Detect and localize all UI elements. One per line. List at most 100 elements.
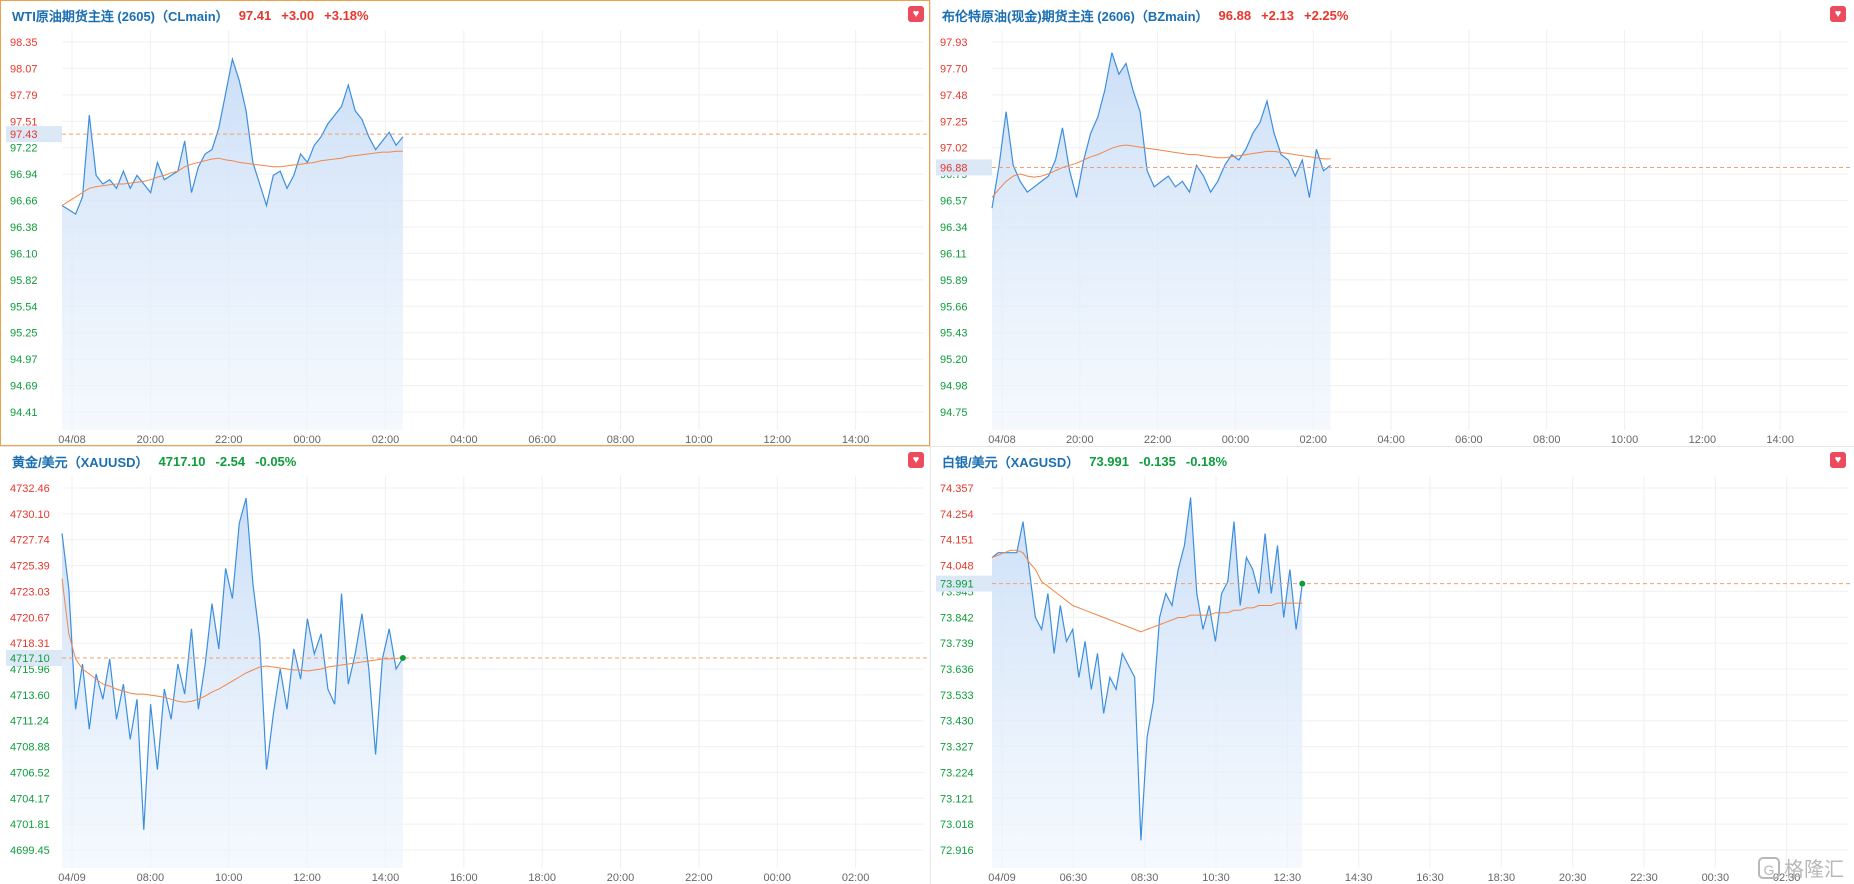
price-area bbox=[992, 497, 1303, 868]
y-tick-label: 97.79 bbox=[10, 90, 38, 102]
y-tick-label: 4718.31 bbox=[10, 638, 50, 650]
percent-change: -0.05% bbox=[255, 454, 297, 469]
current-price-tag: 97.43 bbox=[10, 129, 38, 141]
watermark-logo: G 格隆汇 bbox=[1758, 853, 1844, 882]
x-tick-label: 08:00 bbox=[1533, 434, 1561, 446]
instrument-name[interactable]: 白银/美元（XAGUSD） bbox=[942, 455, 1080, 470]
y-tick-label: 4699.45 bbox=[10, 845, 50, 857]
current-price-tag-bg bbox=[6, 649, 62, 666]
price-chart-gold[interactable]: 04/09 08:00 10:00 12:00 14:00 16:00 18:00 20:00… bbox=[0, 446, 930, 884]
x-tick-label: 04/08 bbox=[988, 434, 1016, 446]
y-tick-label: 96.11 bbox=[940, 248, 967, 260]
y-tick-label: 73.018 bbox=[940, 819, 974, 831]
y-tick-label: 4732.46 bbox=[10, 483, 50, 495]
average-line bbox=[61, 150, 403, 206]
price-chart-silver[interactable]: 04/09 06:30 08:30 10:30 12:30 14:30 16:30 18:30… bbox=[930, 446, 1854, 884]
current-price-tag-bg bbox=[6, 126, 62, 143]
x-tick-label: 18:30 bbox=[1488, 872, 1516, 884]
panel-header: 黄金/美元（XAUUSD） 4717.10 -2.54 -0.05% bbox=[12, 452, 296, 471]
x-tick-label: 20:00 bbox=[607, 872, 635, 884]
x-tick-label: 14:00 bbox=[842, 434, 870, 446]
chart-panel-silver[interactable]: 白银/美元（XAGUSD） 73.991 -0.135 -0.18% ♥ 04/… bbox=[930, 446, 1854, 884]
price-chart-wti[interactable]: 04/08 20:00 22:00 00:00 02:00 04:00 06:00 08:00… bbox=[0, 0, 930, 446]
last-price: 97.41 bbox=[238, 8, 272, 23]
last-price: 4717.10 bbox=[158, 454, 206, 469]
x-tick-label: 08:00 bbox=[137, 872, 165, 884]
y-tick-label: 4720.67 bbox=[10, 612, 50, 624]
y-tick-label: 97.22 bbox=[10, 143, 38, 155]
x-tick-label: 06:00 bbox=[1455, 434, 1483, 446]
x-tick-label: 22:00 bbox=[1144, 434, 1172, 446]
price-line bbox=[61, 56, 404, 215]
x-tick-label: 04/09 bbox=[58, 872, 86, 884]
chart-panel-brent[interactable]: 布伦特原油(现金)期货主连 (2606)（BZmain） 96.88 +2.13… bbox=[930, 0, 1854, 446]
instrument-name[interactable]: 黄金/美元（XAUUSD） bbox=[12, 455, 149, 470]
price-change: +2.13 bbox=[1261, 8, 1294, 23]
current-price-tag-bg bbox=[936, 575, 992, 592]
y-tick-label: 73.842 bbox=[940, 612, 974, 624]
price-chart-brent[interactable]: 04/08 20:00 22:00 00:00 02:00 04:00 06:00 08:00… bbox=[930, 0, 1854, 446]
x-tick-label: 12:00 bbox=[764, 434, 792, 446]
y-tick-label: 73.533 bbox=[940, 690, 974, 702]
price-change: -2.54 bbox=[215, 454, 246, 469]
price-line bbox=[991, 52, 1331, 209]
last-point-marker bbox=[399, 654, 406, 661]
current-price-tag-bg bbox=[936, 159, 992, 176]
x-tick-label: 22:30 bbox=[1630, 872, 1658, 884]
y-tick-label: 98.07 bbox=[10, 63, 38, 75]
y-tick-label: 96.38 bbox=[10, 222, 38, 234]
x-tick-label: 20:00 bbox=[137, 434, 165, 446]
last-price: 96.88 bbox=[1218, 8, 1252, 23]
x-tick-label: 00:30 bbox=[1702, 872, 1730, 884]
y-tick-label: 97.70 bbox=[940, 63, 968, 75]
x-tick-label: 04:00 bbox=[450, 434, 478, 446]
y-tick-label: 95.89 bbox=[940, 275, 968, 287]
y-tick-label: 4715.96 bbox=[10, 664, 50, 676]
x-tick-label: 20:30 bbox=[1559, 872, 1587, 884]
heart-icon[interactable]: ♥ bbox=[1830, 452, 1846, 468]
y-tick-label: 95.54 bbox=[10, 301, 38, 313]
instrument-name[interactable]: WTI原油期货主连 (2605)（CLmain） bbox=[12, 9, 229, 24]
heart-icon[interactable]: ♥ bbox=[1830, 6, 1846, 22]
chart-panel-wti[interactable]: WTI原油期货主连 (2605)（CLmain） 97.41 +3.00 +3.… bbox=[0, 0, 930, 446]
x-tick-label: 00:00 bbox=[293, 434, 321, 446]
last-price: 73.991 bbox=[1089, 454, 1129, 469]
y-tick-label: 4713.60 bbox=[10, 690, 50, 702]
watermark-icon: G bbox=[1758, 856, 1780, 879]
x-tick-label: 02:00 bbox=[372, 434, 400, 446]
y-tick-label: 74.254 bbox=[940, 509, 974, 521]
y-tick-label: 94.75 bbox=[940, 407, 968, 419]
x-tick-label: 10:00 bbox=[215, 872, 243, 884]
y-tick-label: 97.02 bbox=[940, 143, 968, 155]
current-price-tag: 4717.10 bbox=[10, 653, 50, 665]
average-line bbox=[991, 144, 1331, 198]
y-tick-label: 97.93 bbox=[940, 37, 968, 49]
x-tick-label: 10:00 bbox=[685, 434, 713, 446]
y-tick-label: 4730.10 bbox=[10, 509, 50, 521]
x-tick-label: 14:00 bbox=[372, 872, 400, 884]
x-tick-label: 04:00 bbox=[1377, 434, 1405, 446]
heart-icon[interactable]: ♥ bbox=[908, 6, 924, 22]
x-tick-label: 16:00 bbox=[450, 872, 478, 884]
x-tick-label: 12:30 bbox=[1274, 872, 1302, 884]
heart-icon[interactable]: ♥ bbox=[908, 452, 924, 468]
y-tick-label: 94.97 bbox=[10, 354, 38, 366]
x-tick-label: 04/08 bbox=[58, 434, 86, 446]
x-tick-label: 08:30 bbox=[1131, 872, 1159, 884]
percent-change: +2.25% bbox=[1303, 8, 1349, 23]
y-tick-label: 96.94 bbox=[10, 169, 38, 181]
y-tick-label: 96.10 bbox=[10, 248, 38, 260]
y-tick-label: 98.35 bbox=[10, 37, 38, 49]
chart-panel-gold[interactable]: 黄金/美元（XAUUSD） 4717.10 -2.54 -0.05% ♥ 04/… bbox=[0, 446, 930, 884]
y-tick-label: 73.121 bbox=[940, 793, 974, 805]
x-tick-label: 06:00 bbox=[528, 434, 556, 446]
y-tick-label: 74.151 bbox=[940, 535, 974, 547]
x-tick-label: 10:00 bbox=[1611, 434, 1639, 446]
x-tick-label: 02:00 bbox=[842, 872, 870, 884]
x-tick-label: 16:30 bbox=[1416, 872, 1444, 884]
instrument-name[interactable]: 布伦特原油(现金)期货主连 (2606)（BZmain） bbox=[942, 9, 1209, 24]
y-tick-label: 97.25 bbox=[940, 116, 968, 128]
y-tick-label: 95.20 bbox=[940, 354, 968, 366]
y-tick-label: 4727.74 bbox=[10, 535, 50, 547]
price-change: -0.135 bbox=[1139, 454, 1176, 469]
